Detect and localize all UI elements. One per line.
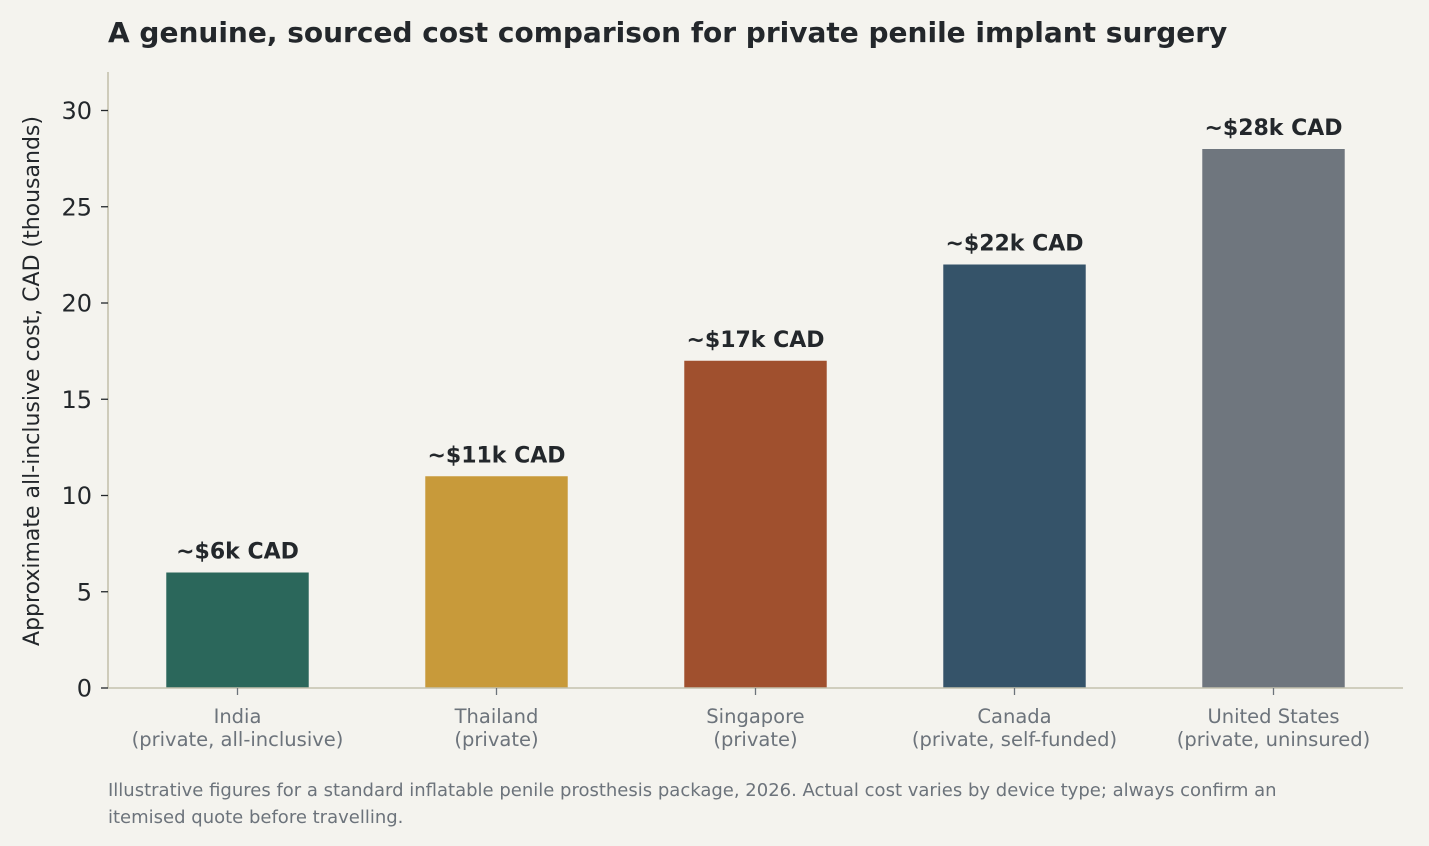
x-axis: India(private, all-inclusive)Thailand(pr…	[108, 687, 1403, 751]
y-tick-label: 20	[61, 290, 92, 318]
bar	[684, 360, 827, 688]
x-tick-label: Canada	[977, 705, 1051, 728]
bar-value-label: ~$28k CAD	[1204, 116, 1342, 141]
x-tick-label: Singapore	[706, 705, 804, 728]
x-tick-label: India	[214, 705, 262, 728]
y-axis-label: Approximate all-inclusive cost, CAD (tho…	[20, 116, 45, 646]
y-tick-label: 0	[77, 675, 92, 703]
y-tick-label: 10	[61, 482, 92, 510]
x-tick-label: (private, self-funded)	[912, 728, 1117, 751]
y-tick-label: 5	[77, 578, 92, 606]
bars-group	[166, 149, 1345, 688]
bar	[1202, 149, 1345, 688]
footnote-line-2: itemised quote before travelling.	[108, 807, 403, 828]
footnote-line-1: Illustrative figures for a standard infl…	[108, 780, 1277, 801]
bar	[943, 264, 1086, 688]
x-tick-label: Thailand	[454, 705, 539, 728]
bar-value-label: ~$17k CAD	[686, 328, 824, 353]
bar-value-label: ~$6k CAD	[176, 540, 299, 565]
bar-value-label: ~$22k CAD	[945, 232, 1083, 257]
y-tick-label: 30	[61, 97, 92, 125]
bar	[166, 572, 309, 688]
y-tick-label: 15	[61, 386, 92, 414]
x-tick-label: (private, all-inclusive)	[132, 728, 344, 751]
x-tick-label: United States	[1207, 705, 1339, 728]
x-tick-label: (private)	[713, 728, 797, 751]
x-tick-label: (private)	[454, 728, 538, 751]
footnote: Illustrative figures for a standard infl…	[108, 780, 1277, 828]
bar-labels-group: ~$6k CAD ~$11k CAD ~$17k CAD ~$22k CAD ~$28k…	[176, 116, 1342, 565]
x-tick-label: (private, uninsured)	[1177, 728, 1371, 751]
y-axis: 0 5 10 15 20 25 30	[61, 72, 109, 703]
y-tick-label: 25	[61, 193, 92, 221]
chart-title: A genuine, sourced cost comparison for p…	[108, 16, 1227, 49]
bar-value-label: ~$11k CAD	[427, 443, 565, 468]
bar	[425, 476, 568, 688]
